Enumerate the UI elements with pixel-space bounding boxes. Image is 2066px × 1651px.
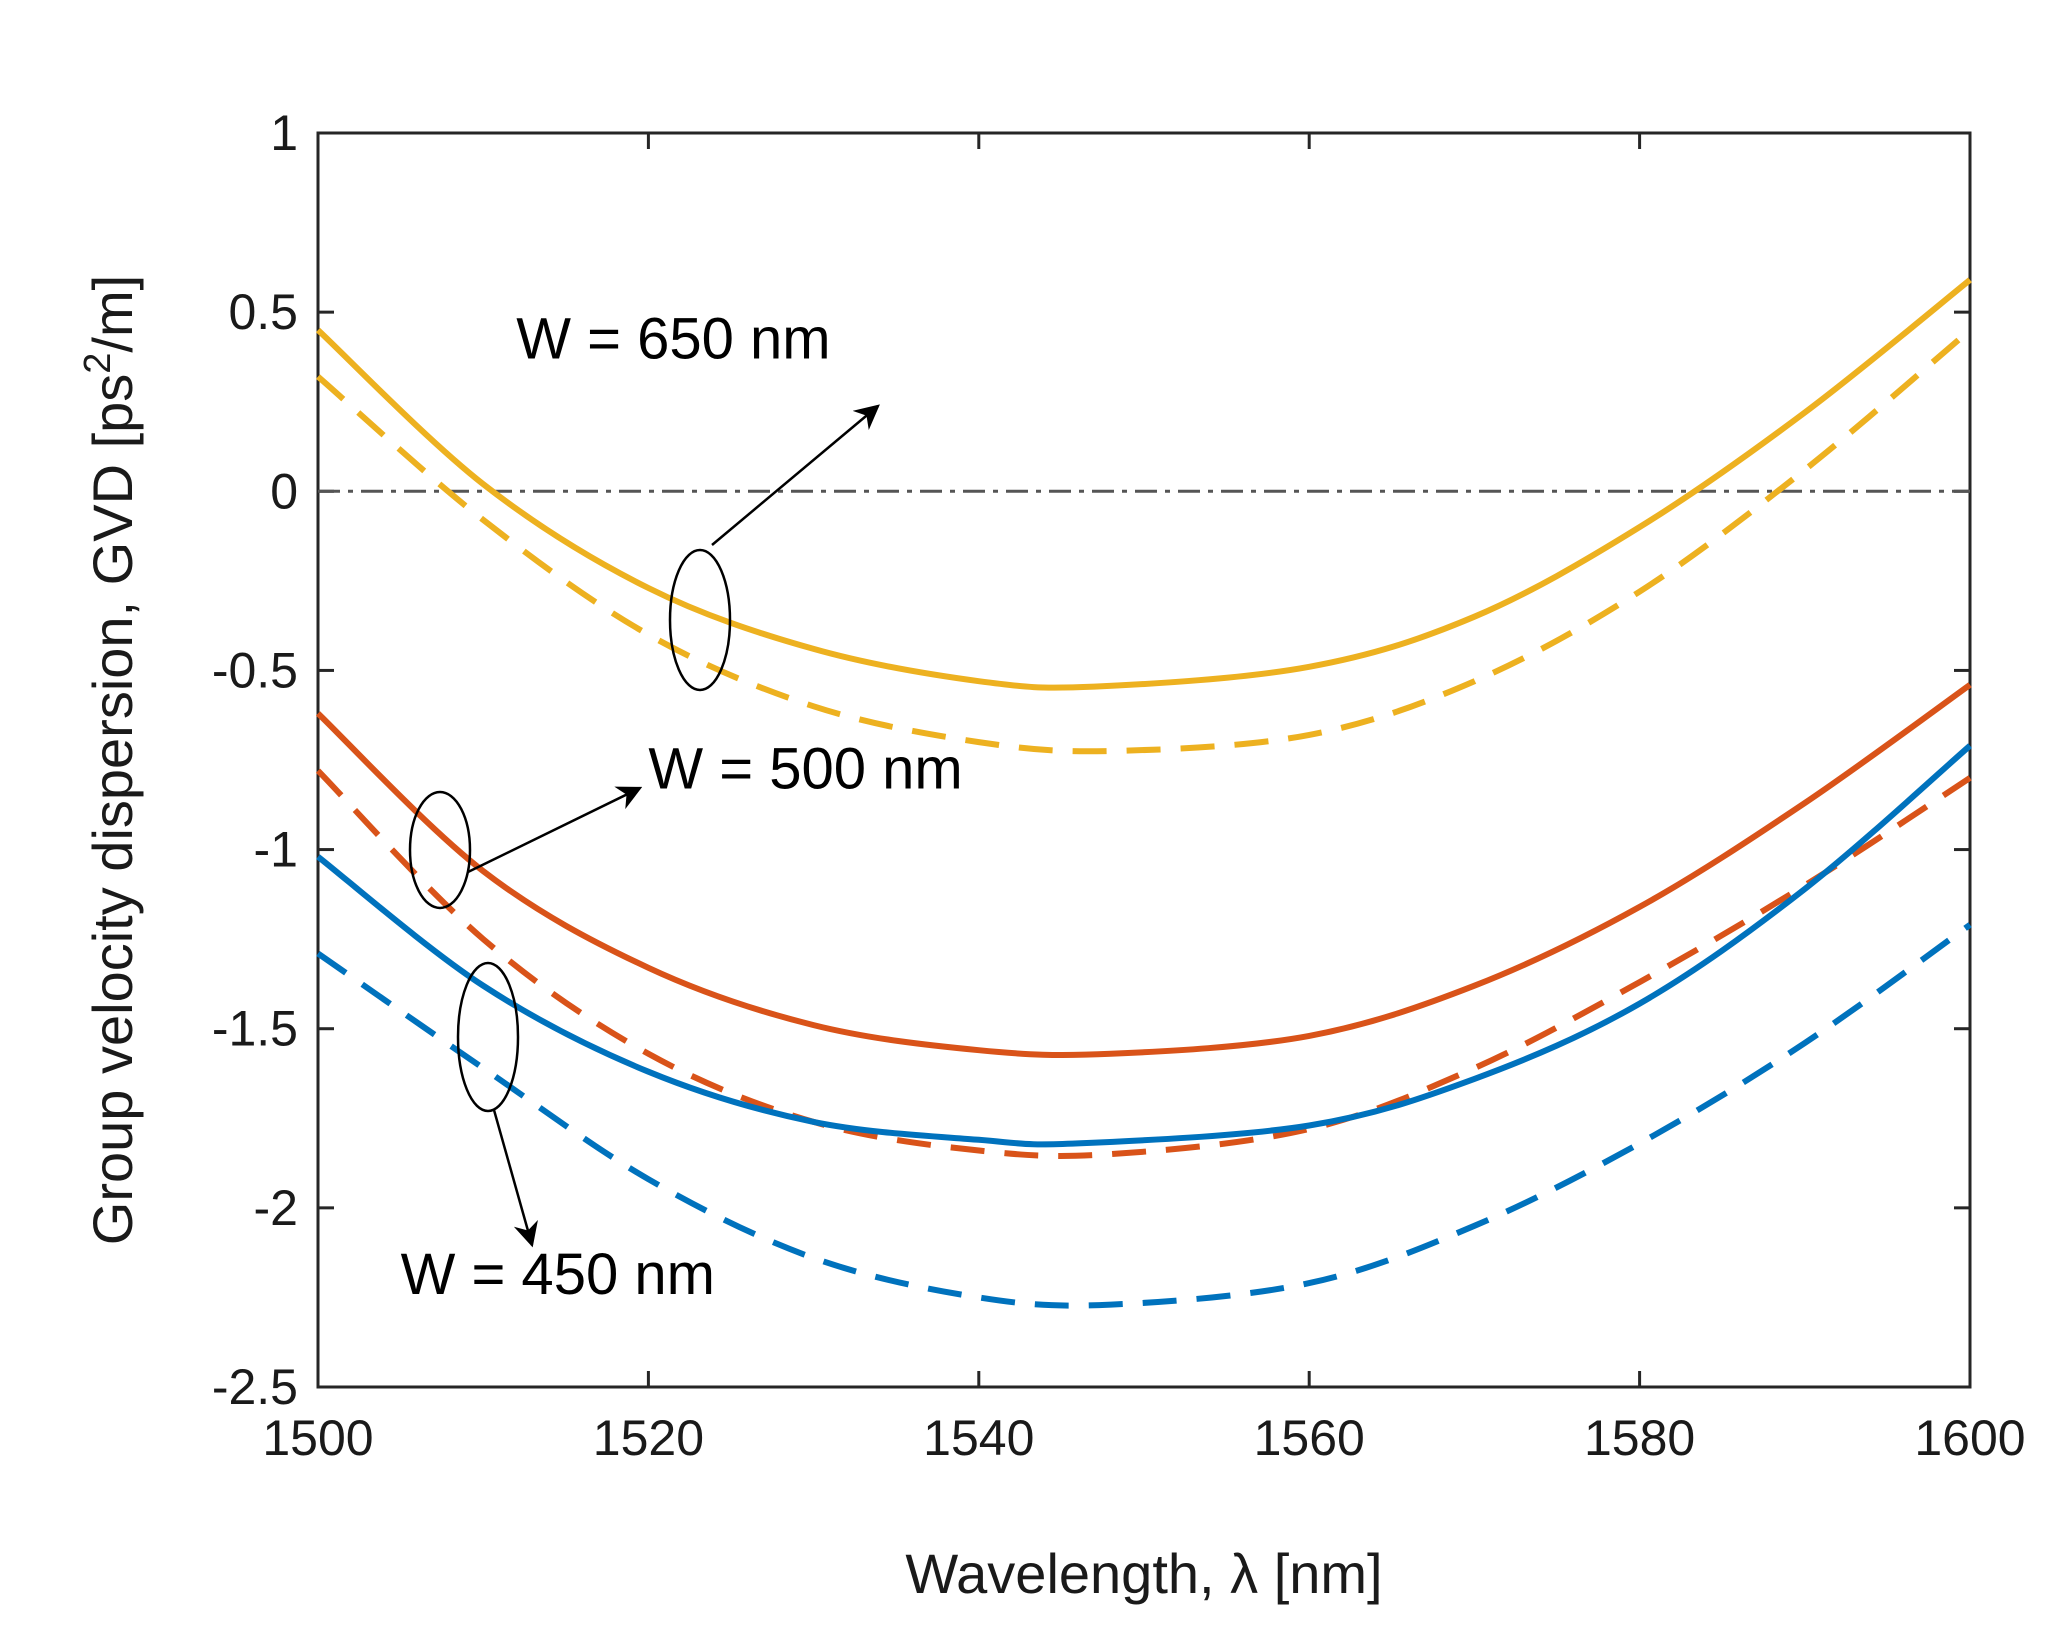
arrow-450	[492, 1109, 538, 1248]
y-tick-label-5: -1.5	[212, 1001, 298, 1057]
arrow-650	[711, 404, 880, 546]
series-line-3	[315, 768, 1972, 1159]
series-line-2	[315, 682, 1972, 1058]
y-tick-label-3: -0.5	[212, 642, 298, 698]
y-tick-labels: 1 0.5 0 -0.5 -1 -1.5 -2 -2.5	[212, 105, 298, 1415]
plot-frame	[316, 131, 1972, 1389]
y-tick-label-4: -1	[254, 822, 298, 878]
annotation-markers	[408, 404, 880, 1248]
x-tick-labels: 1500 1520 1540 1560 1580 1600	[262, 1410, 2025, 1466]
y-axis-title-prefix: Group velocity dispersion, GVD [ps	[81, 374, 144, 1245]
y-tick-label-1: 0.5	[228, 284, 298, 340]
ellipse-450	[456, 961, 520, 1113]
annotation-label-2: W = 450 nm	[401, 1242, 715, 1307]
series-line-4	[316, 743, 1972, 1148]
annotation-label-0: W = 650 nm	[516, 307, 830, 372]
y-axis-title: Group velocity dispersion, GVD [ps2/m]	[77, 275, 144, 1245]
y-tick-label-2: 0	[270, 463, 298, 519]
series-layer	[315, 277, 1972, 1309]
x-tick-label-1: 1520	[593, 1410, 704, 1466]
x-tick-label-2: 1540	[923, 1410, 1034, 1466]
x-axis-title: Wavelength, λ [nm]	[905, 1542, 1382, 1605]
annotation-label-1: W = 500 nm	[648, 737, 962, 802]
x-tick-label-4: 1580	[1584, 1410, 1695, 1466]
y-axis-title-sup: 2	[77, 353, 119, 374]
y-tick-label-6: -2	[254, 1180, 298, 1236]
annotation-labels: W = 650 nm W = 500 nm W = 450 nm	[401, 307, 963, 1307]
y-tick-label-7: -2.5	[212, 1359, 298, 1415]
ellipse-650	[668, 548, 732, 692]
ellipse-500	[408, 790, 472, 910]
x-tick-label-5: 1600	[1914, 1410, 2025, 1466]
arrow-500	[467, 786, 643, 874]
series-line-1	[316, 327, 1972, 755]
series-line-0	[315, 277, 1972, 691]
series-line-5	[316, 922, 1972, 1309]
x-tick-label-0: 1500	[262, 1410, 373, 1466]
y-axis-title-suffix: /m]	[81, 275, 144, 353]
x-tick-label-3: 1560	[1254, 1410, 1365, 1466]
y-tick-label-0: 1	[270, 105, 298, 161]
